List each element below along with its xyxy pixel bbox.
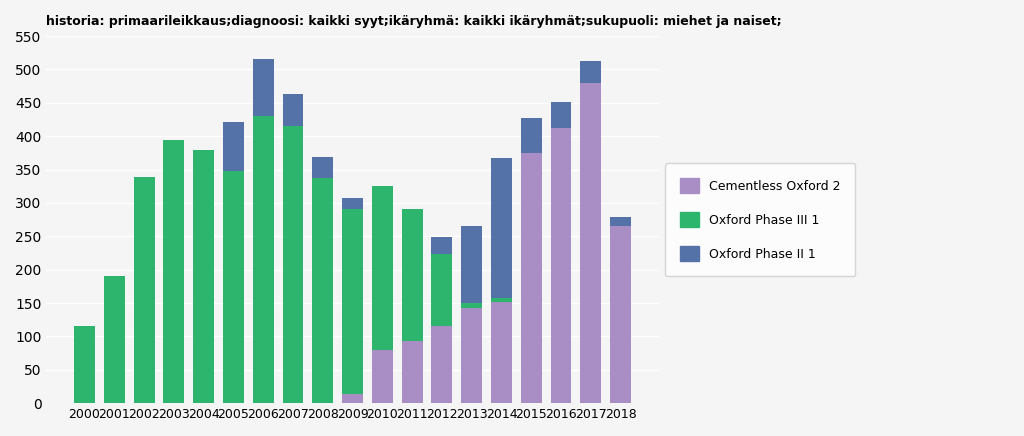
Bar [342,209,362,395]
Bar [74,327,95,403]
Bar [372,350,393,403]
Bar [223,122,244,171]
Bar [492,158,512,298]
Bar [610,217,631,226]
Bar [431,237,453,254]
Bar [581,61,601,83]
Bar [610,226,631,403]
Bar [194,150,214,403]
Bar [551,102,571,128]
Bar [521,153,542,403]
Bar [103,276,125,403]
Bar [164,140,184,403]
Bar [283,126,303,403]
Bar [401,209,423,341]
Bar [253,59,273,116]
Bar [372,186,393,350]
Bar [312,157,333,178]
Bar [551,128,571,403]
Bar [253,116,273,403]
Bar [312,178,333,403]
Bar [431,327,453,403]
Text: historia: primaarileikkaus;diagnoosi: kaikki syyt;ikäryhmä: kaikki ikäryhmät;suk: historia: primaarileikkaus;diagnoosi: ka… [46,15,782,28]
Bar [581,83,601,403]
Bar [521,118,542,153]
Bar [134,177,155,403]
Bar [492,302,512,403]
Bar [461,226,482,303]
Bar [342,395,362,403]
Bar [283,94,303,126]
Bar [401,341,423,403]
Bar [492,298,512,302]
Bar [223,171,244,403]
Legend: Cementless Oxford 2, Oxford Phase III 1, Oxford Phase II 1: Cementless Oxford 2, Oxford Phase III 1,… [666,163,855,276]
Bar [431,254,453,327]
Bar [461,303,482,308]
Bar [461,308,482,403]
Bar [342,198,362,209]
